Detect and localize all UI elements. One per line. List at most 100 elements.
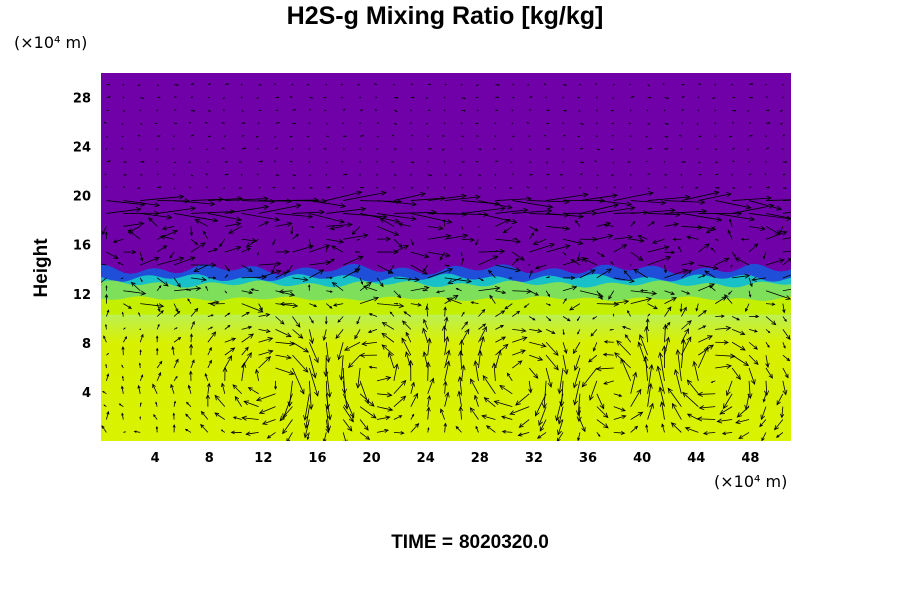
arrow-shaft — [241, 247, 251, 253]
arrow-head — [458, 350, 464, 356]
arrow — [512, 360, 523, 369]
arrow-head — [580, 257, 587, 262]
arrow — [224, 196, 269, 202]
arrow-shaft — [275, 329, 292, 337]
arrow — [681, 186, 684, 189]
arrow — [339, 355, 345, 381]
arrow — [732, 148, 736, 150]
arrow — [391, 134, 395, 137]
arrow-head — [385, 236, 392, 242]
arrow — [731, 367, 741, 380]
arrow-head — [548, 276, 551, 279]
arrow — [562, 84, 568, 86]
arrow — [528, 380, 533, 394]
arrow — [381, 344, 395, 356]
arrow-shaft — [529, 328, 542, 332]
arrow-shaft — [340, 355, 344, 380]
arrow-head — [397, 222, 403, 227]
arrow — [493, 400, 513, 408]
arrow-head — [159, 186, 162, 189]
arrow — [169, 251, 175, 259]
arrow — [444, 174, 448, 176]
arrow — [326, 122, 329, 125]
arrow — [528, 316, 536, 321]
arrow — [698, 405, 716, 411]
arrow-head — [267, 337, 274, 342]
arrow-head — [653, 305, 658, 310]
arrow-head — [230, 430, 235, 435]
arrow-shaft — [162, 225, 175, 230]
arrow-head — [166, 214, 173, 220]
arrow-head — [564, 244, 571, 250]
arrow — [292, 233, 299, 240]
arrow — [261, 419, 276, 425]
arrow-head — [102, 390, 105, 393]
arrow — [751, 276, 767, 282]
arrow-head — [725, 390, 731, 397]
arrow-head — [733, 148, 736, 150]
arrow-shaft — [528, 367, 539, 379]
arrow-head — [209, 83, 212, 85]
arrow-shaft — [524, 303, 530, 308]
arrow — [104, 173, 107, 176]
arrow — [647, 187, 650, 190]
arrow-shaft — [460, 351, 462, 369]
arrow-head — [221, 122, 224, 124]
arrow — [390, 161, 394, 163]
arrow-head — [274, 386, 278, 390]
arrow-head — [248, 333, 254, 339]
arrow-head — [479, 187, 482, 189]
arrow-head — [154, 122, 157, 125]
arrow-head — [774, 229, 781, 235]
arrow — [101, 425, 107, 433]
arrow — [308, 367, 319, 397]
arrow-head — [329, 305, 333, 309]
x-tick-label: 48 — [741, 451, 759, 466]
arrow — [461, 328, 470, 343]
arrow — [681, 320, 692, 330]
arrow-head — [444, 316, 449, 322]
arrow-shaft — [359, 419, 369, 431]
arrow — [782, 134, 785, 137]
arrow-shaft — [308, 367, 319, 397]
arrow-head — [706, 229, 711, 234]
arrow — [403, 311, 412, 317]
arrow-head — [564, 84, 568, 86]
arrow-shaft — [338, 342, 344, 360]
arrow — [562, 186, 564, 189]
arrow — [389, 311, 395, 317]
arrow — [512, 200, 554, 210]
arrow-head — [135, 207, 142, 213]
arrow — [613, 186, 617, 189]
arrow-head — [743, 361, 750, 366]
arrow — [478, 200, 513, 210]
arrow-shaft — [604, 224, 614, 227]
arrow-shaft — [140, 213, 172, 219]
arrow-shaft — [657, 366, 665, 394]
arrow-shaft — [258, 221, 269, 227]
arrow — [228, 225, 242, 234]
arrow — [469, 407, 479, 420]
arrow — [258, 328, 271, 334]
arrow — [512, 336, 528, 343]
arrow — [603, 380, 614, 385]
arrow-head — [153, 414, 156, 417]
arrow — [156, 371, 162, 382]
arrow-shaft — [332, 282, 344, 292]
arrow-shaft — [292, 316, 301, 328]
arrow-head — [401, 337, 407, 344]
arrow — [782, 303, 786, 314]
arrow-shaft — [123, 303, 132, 309]
arrow-head — [457, 390, 463, 397]
arrow-head — [153, 256, 160, 262]
arrow-head — [577, 240, 584, 246]
arrow-shaft — [122, 336, 127, 343]
arrow — [342, 406, 354, 423]
arrow-head — [648, 173, 651, 175]
arrow — [698, 192, 732, 201]
arrow — [748, 83, 754, 86]
arrow-head — [547, 293, 551, 298]
arrow-shaft — [444, 317, 448, 330]
arrow-shaft — [695, 303, 699, 311]
arrow — [495, 84, 500, 86]
